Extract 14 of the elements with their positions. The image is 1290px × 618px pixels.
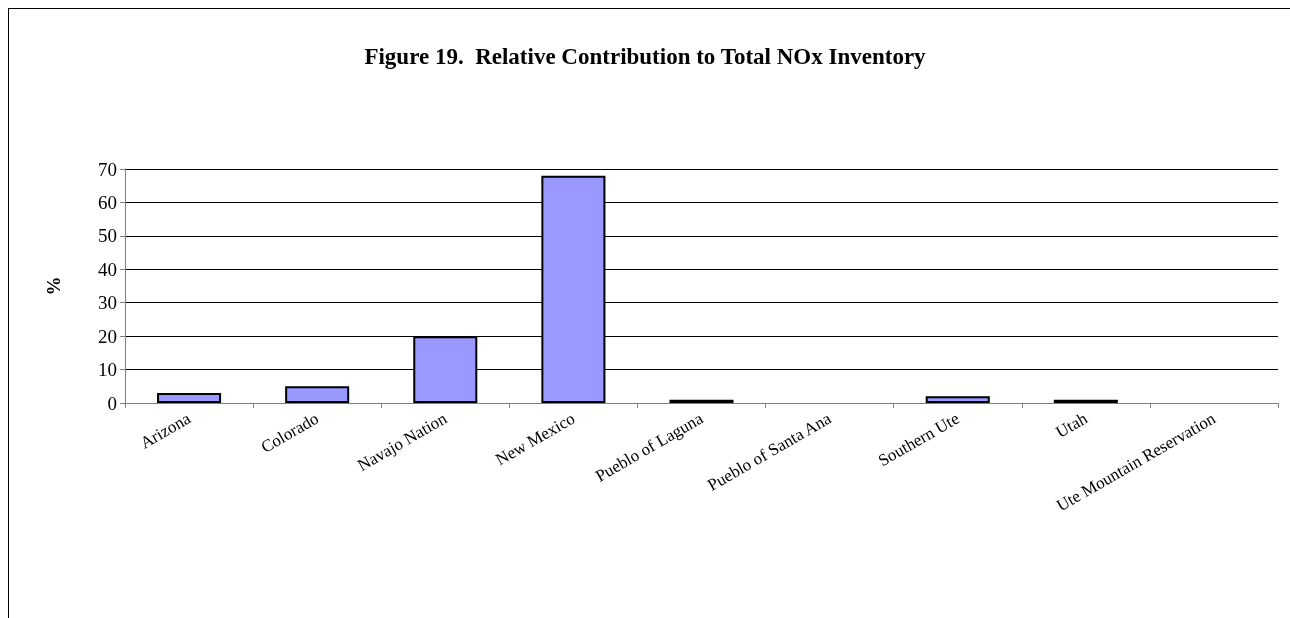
bar xyxy=(925,396,990,403)
y-axis-title: % xyxy=(43,276,64,296)
x-tick-label: Utah xyxy=(1052,408,1092,442)
y-tick-label: 60 xyxy=(98,191,117,213)
y-tick-label: 40 xyxy=(98,258,117,280)
y-tick-label: 70 xyxy=(98,158,117,180)
y-tick-label: 0 xyxy=(107,392,117,414)
bar xyxy=(285,386,350,403)
bar xyxy=(157,392,222,403)
y-tick-label: 50 xyxy=(98,225,117,247)
y-tick-label: 10 xyxy=(98,359,117,381)
y-tick-label: 30 xyxy=(98,292,117,314)
y-tick-label: 20 xyxy=(98,325,117,347)
chart-title: Figure 19. Relative Contribution to Total NOx Inventory xyxy=(364,44,927,69)
